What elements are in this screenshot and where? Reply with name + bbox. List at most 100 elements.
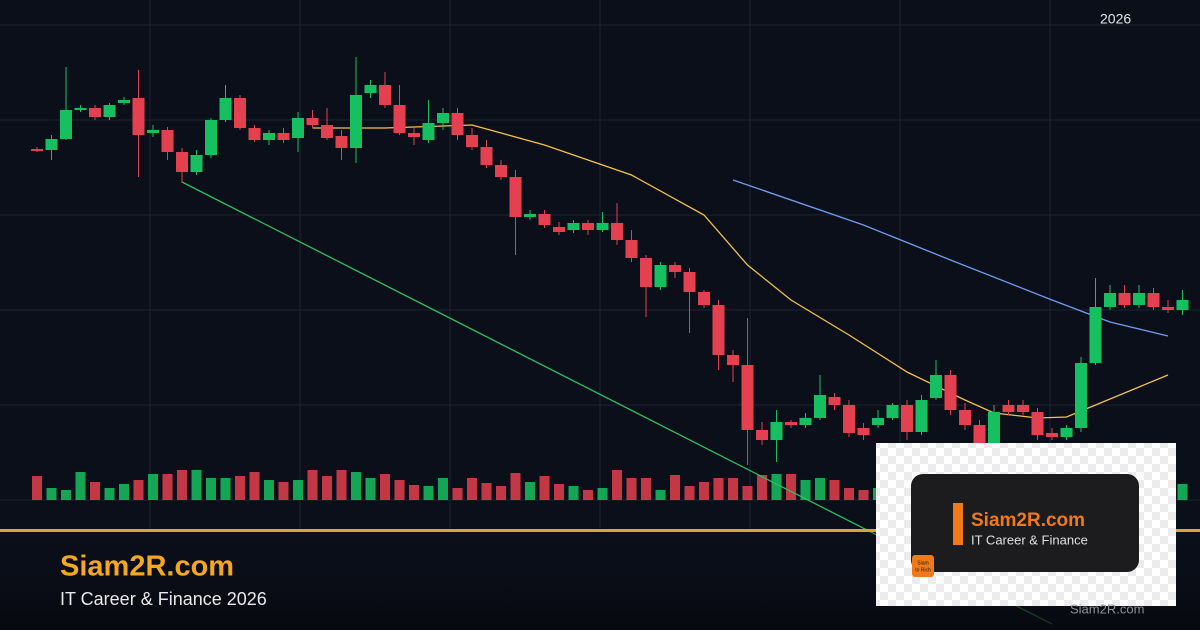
candle-body (1104, 293, 1116, 307)
volume-bar (829, 480, 840, 500)
badge-text: to Rich (915, 567, 931, 573)
candle-body (1046, 433, 1058, 437)
candle-body (466, 135, 478, 147)
volume-bar (539, 476, 550, 500)
volume-bar (786, 474, 796, 500)
candle-body (408, 133, 420, 137)
candle-body (350, 95, 362, 148)
volume-bar (670, 475, 680, 500)
volume-bar (148, 474, 158, 500)
volume-bar (206, 478, 216, 500)
candle-body (1176, 300, 1189, 310)
logo-subtitle: IT Career & Finance (971, 532, 1088, 547)
candle-body (161, 130, 174, 152)
candle-body (553, 227, 565, 232)
candle-body (886, 405, 899, 418)
volume-bar (713, 478, 724, 500)
grid (0, 0, 1200, 530)
candle-body (31, 149, 43, 151)
candle-body (611, 223, 623, 240)
candle-body (89, 108, 101, 117)
footer-subtitle: IT Career & Finance 2026 (60, 589, 267, 609)
candle-body (683, 272, 696, 292)
volume-bar (75, 472, 86, 500)
candle-body (1075, 363, 1087, 428)
candle-body (74, 108, 87, 110)
candle-body (176, 152, 188, 172)
candle-body (437, 113, 449, 123)
candle-body (422, 123, 435, 140)
volume-bar (293, 480, 303, 500)
candle-body (1060, 428, 1073, 437)
candle-body (1002, 405, 1015, 412)
candle-body (582, 223, 594, 230)
candle-body (60, 110, 72, 139)
logo-panel: Siam2R.com IT Career & Finance Siam to R… (876, 443, 1176, 606)
volume-bar (496, 486, 506, 500)
candle-body (857, 428, 870, 435)
volume-bar (684, 486, 695, 500)
volume-bar (90, 482, 100, 500)
candle-body (973, 425, 986, 445)
candle-body (712, 305, 725, 355)
candle-body (335, 136, 348, 148)
candle-body (45, 139, 58, 150)
volume-bar (409, 485, 419, 500)
volume-bar (249, 472, 260, 500)
volume-bar (46, 488, 57, 500)
candle-body (988, 412, 1000, 445)
candle-body (959, 410, 971, 425)
candle-body (727, 355, 739, 365)
candle-body (219, 98, 232, 120)
volume-bar (177, 470, 187, 500)
candle-body (741, 365, 754, 430)
year-label: 2026 (1100, 11, 1131, 27)
logo-title: Siam2R.com (971, 510, 1085, 531)
candle-body (625, 240, 638, 258)
candle-body (509, 177, 522, 217)
volume-bar (597, 488, 608, 500)
volume-bar (844, 488, 854, 500)
volume-bar (481, 483, 492, 500)
volume-bar (1177, 484, 1188, 500)
candle-body (1017, 405, 1029, 412)
volume-bar (612, 470, 622, 500)
candle-body (915, 400, 928, 432)
volume-bar (380, 474, 390, 500)
candle-body (524, 214, 536, 217)
volume-bar (133, 480, 144, 500)
volume-bar (568, 486, 579, 500)
volume-bar (699, 482, 709, 500)
candle-body (756, 430, 768, 440)
candle-body (495, 165, 507, 177)
candle-body (292, 118, 304, 138)
candle-body (828, 397, 841, 405)
candle-body (263, 133, 275, 140)
candle-body (205, 120, 217, 155)
volume-bar (815, 478, 825, 500)
volume-bar (365, 478, 376, 500)
volume-bar (583, 490, 593, 500)
volume-bar (162, 474, 173, 500)
volume-bar (32, 476, 42, 500)
volume-bar (641, 478, 651, 500)
volume-bar (452, 488, 463, 500)
candle-body (901, 405, 913, 432)
candle-body (248, 128, 261, 140)
candle-body (669, 265, 681, 272)
volume-bar (554, 484, 564, 500)
candle-body (118, 100, 130, 103)
candle-body (147, 130, 159, 133)
candle-body (567, 223, 580, 230)
volume-bar (438, 478, 448, 500)
candle-body (132, 98, 145, 135)
volume-bar (525, 482, 535, 500)
candle-body (785, 422, 797, 425)
candle-body (451, 113, 464, 135)
volume-bar (220, 478, 231, 500)
volume-bar (858, 490, 869, 500)
candle-body (480, 147, 493, 165)
candle-body (190, 155, 203, 172)
footer-title: Siam2R.com (60, 551, 234, 583)
